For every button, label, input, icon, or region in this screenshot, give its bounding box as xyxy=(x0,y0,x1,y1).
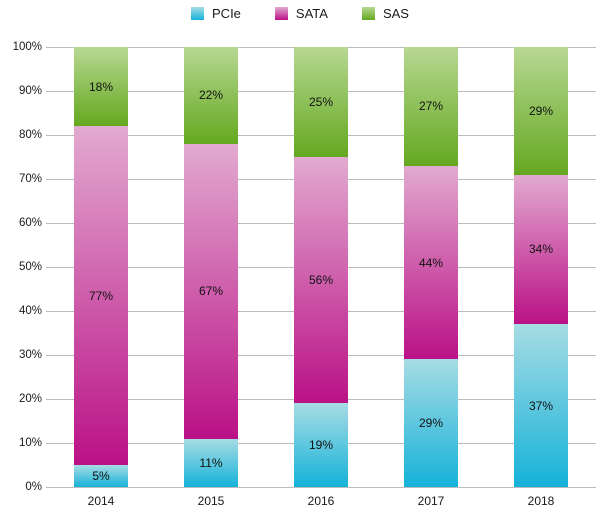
data-label: 56% xyxy=(308,273,334,288)
legend-swatch-sas xyxy=(361,6,375,20)
x-tick-label: 2017 xyxy=(417,494,445,508)
x-tick-label: 2016 xyxy=(307,494,335,508)
data-label: 77% xyxy=(88,288,114,303)
data-label: 19% xyxy=(308,438,334,453)
bar-segment-pcie-2016: 19% xyxy=(294,403,348,487)
x-tick-label: 2015 xyxy=(197,494,225,508)
bar-segment-pcie-2014: 5% xyxy=(74,465,128,487)
data-label: 67% xyxy=(198,284,224,299)
x-axis: 2014 2015 2016 2017 2018 xyxy=(46,494,596,512)
y-tick-label: 60% xyxy=(18,217,42,229)
bar-segment-sas-2015: 22% xyxy=(184,47,238,144)
bar-segment-sas-2017: 27% xyxy=(404,47,458,166)
bar-segment-sas-2014: 18% xyxy=(74,47,128,127)
bar-segment-sata-2014: 77% xyxy=(74,126,128,465)
bar-segment-pcie-2017: 29% xyxy=(404,359,458,487)
data-label: 29% xyxy=(528,103,554,118)
data-label: 11% xyxy=(199,455,223,470)
bar-segment-pcie-2018: 37% xyxy=(514,324,568,487)
y-tick-label: 80% xyxy=(18,129,42,141)
legend-item-pcie: PCIe xyxy=(191,6,241,21)
gridline xyxy=(46,486,596,488)
legend-item-sata: SATA xyxy=(274,5,328,21)
chart-legend: PCIe SATA SAS xyxy=(0,2,600,24)
y-axis: 0% 10% 20% 30% 40% 50% 60% 70% 80% 90% 100% xyxy=(0,0,42,516)
legend-swatch-pcie xyxy=(191,6,205,20)
y-tick-label: 100% xyxy=(12,41,42,53)
plot-area: 5% 77% 18% 11% 67% 22% 19% 56% 25% 29% 44% 27% 37% 34… xyxy=(46,46,596,488)
data-label: 44% xyxy=(418,255,444,270)
bar-segment-sata-2018: 34% xyxy=(514,174,568,325)
data-label: 29% xyxy=(418,416,444,431)
y-tick-label: 10% xyxy=(18,437,42,449)
data-label: 34% xyxy=(528,242,554,257)
data-label: 18% xyxy=(88,79,114,94)
y-tick-label: 50% xyxy=(18,261,42,273)
bar-segment-sas-2018: 29% xyxy=(514,47,568,175)
data-label: 37% xyxy=(528,398,554,413)
bar-segment-sata-2015: 67% xyxy=(184,143,238,439)
y-tick-label: 0% xyxy=(25,481,42,493)
bar-segment-pcie-2015: 11% xyxy=(184,438,238,487)
bar-segment-sata-2016: 56% xyxy=(294,157,348,404)
x-tick-label: 2014 xyxy=(87,494,115,508)
legend-item-sas: SAS xyxy=(361,5,409,21)
y-tick-label: 20% xyxy=(18,393,42,405)
y-tick-label: 40% xyxy=(18,305,42,317)
legend-label: SATA xyxy=(295,5,328,21)
legend-label: PCIe xyxy=(212,5,241,21)
y-tick-label: 30% xyxy=(18,349,42,361)
bar-segment-sas-2016: 25% xyxy=(294,47,348,157)
x-tick-label: 2018 xyxy=(527,494,555,508)
data-label: 22% xyxy=(198,88,224,103)
data-label: 27% xyxy=(418,99,444,114)
y-tick-label: 90% xyxy=(18,85,42,97)
legend-label: SAS xyxy=(382,5,409,21)
data-label: 5% xyxy=(92,469,110,483)
y-tick-label: 70% xyxy=(18,173,42,185)
data-label: 25% xyxy=(308,95,334,109)
legend-swatch-sata xyxy=(274,6,288,20)
bar-segment-sata-2017: 44% xyxy=(404,165,458,360)
